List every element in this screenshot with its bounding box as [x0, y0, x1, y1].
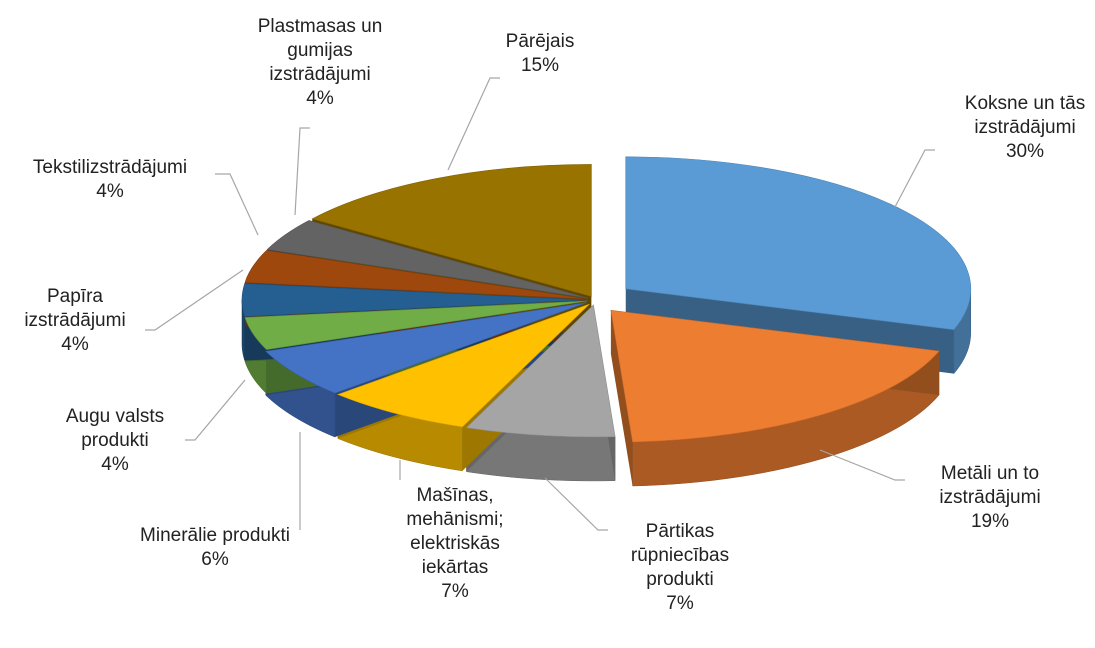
slice: [610, 309, 940, 443]
value-label: 4%: [61, 334, 89, 355]
value-label: 15%: [520, 55, 560, 76]
leader-line: [185, 379, 246, 441]
slice: [241, 283, 588, 317]
slice: [244, 250, 588, 300]
slice: [465, 304, 616, 438]
slice: [337, 303, 590, 428]
leader-line: [544, 477, 608, 531]
leader-line: [447, 77, 500, 171]
slice: [625, 156, 972, 330]
value-label: 4%: [306, 88, 334, 109]
value-label: 30%: [1005, 141, 1045, 162]
slice-label: Minerālie produkti 6%: [100, 524, 330, 572]
category-name: Augu valsts produkti: [65, 406, 165, 451]
value-label: 4%: [101, 454, 129, 475]
leader-line: [294, 127, 310, 216]
slice-label: Augu valsts produkti 4%: [50, 405, 180, 477]
category-name: Pārtikas rūpniecības produkti: [630, 521, 730, 590]
value-label: 7%: [441, 581, 469, 602]
category-name: Mašīnas, mehānismi; elektriskās iekārtas: [406, 485, 504, 578]
slice-label: Tekstilizstrādājumi 4%: [0, 156, 230, 204]
category-name: Metāli un to izstrādājumi: [939, 463, 1041, 508]
leader-line: [819, 449, 905, 481]
value-label: 4%: [96, 181, 124, 202]
slice: [265, 302, 587, 394]
slice-tops: [241, 156, 972, 443]
slice-label: Pārtikas rūpniecības produkti 7%: [615, 520, 745, 616]
slice: [244, 300, 588, 350]
slice-label: Metāli un to izstrādājumi 19%: [920, 462, 1060, 534]
value-label: 6%: [201, 549, 229, 570]
slice-label: Pārējais 15%: [475, 30, 605, 78]
slice-label: Koksne un tās izstrādājumi 30%: [950, 92, 1095, 164]
category-name: Pārējais: [505, 31, 575, 52]
value-label: 7%: [666, 593, 694, 614]
leader-line: [145, 269, 244, 331]
slice: [266, 220, 589, 299]
category-name: Papīra izstrādājumi: [24, 286, 126, 331]
slice-face: [610, 310, 633, 487]
slice-label: Papīra izstrādājumi 4%: [10, 285, 140, 357]
slice-label: Mašīnas, mehānismi; elektriskās iekārtas…: [395, 484, 515, 604]
category-name: Tekstilizstrādājumi: [32, 157, 188, 178]
slice: [311, 164, 592, 297]
category-name: Plastmasas un gumijas izstrādājumi: [257, 16, 383, 85]
category-name: Koksne un tās izstrādājumi: [964, 93, 1086, 138]
value-label: 19%: [970, 511, 1010, 532]
leader-line: [894, 149, 935, 208]
slice-label: Plastmasas un gumijas izstrādājumi 4%: [240, 15, 400, 111]
leader-line: [215, 173, 259, 236]
category-name: Minerālie produkti: [140, 525, 290, 546]
